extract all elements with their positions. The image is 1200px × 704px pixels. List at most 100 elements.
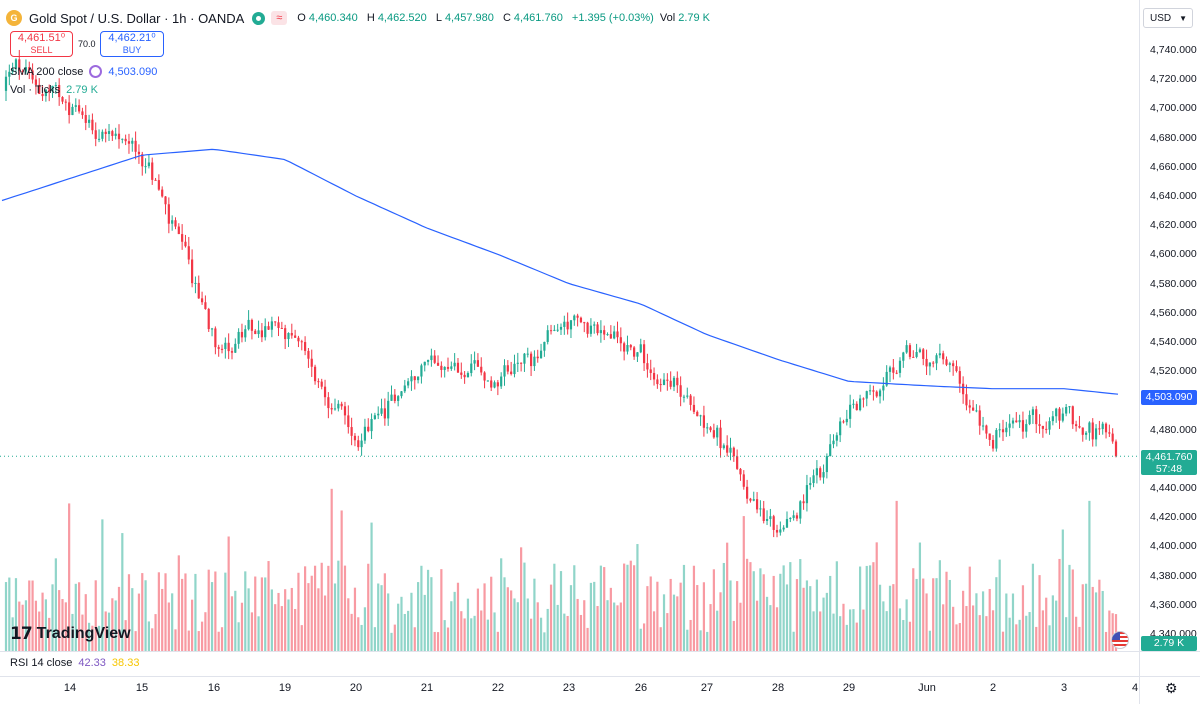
candle-body bbox=[127, 141, 131, 144]
volume-bar bbox=[134, 631, 137, 651]
candle-body bbox=[533, 356, 536, 367]
candle-body bbox=[51, 85, 54, 92]
volume-bar bbox=[187, 630, 190, 651]
volume-bar bbox=[304, 566, 307, 651]
volume-bar bbox=[742, 516, 745, 651]
candle-body bbox=[267, 326, 270, 330]
symbol-title[interactable]: Gold Spot / U.S. Dollar · 1h · OANDA bbox=[29, 10, 245, 26]
volume-bar bbox=[573, 565, 576, 651]
volume-bar bbox=[274, 604, 277, 651]
candle-body bbox=[998, 429, 1001, 431]
candle-body bbox=[659, 384, 662, 386]
candle-body bbox=[343, 406, 347, 416]
candle-body bbox=[1025, 424, 1028, 432]
us-flag-icon[interactable] bbox=[1111, 631, 1129, 649]
volume-bar bbox=[127, 574, 131, 651]
candle-body bbox=[480, 366, 483, 373]
sync-icon[interactable] bbox=[89, 65, 103, 78]
volume-bar bbox=[868, 565, 872, 651]
candle-body bbox=[952, 363, 955, 367]
volume-bar bbox=[872, 562, 875, 651]
sell-button[interactable]: 4,461.51⁰ SELL bbox=[10, 31, 73, 57]
volume-bar bbox=[599, 565, 602, 651]
candle-body bbox=[260, 330, 263, 338]
candle-body bbox=[576, 315, 579, 318]
open-value: 4,460.340 bbox=[308, 12, 358, 24]
candle-body bbox=[330, 408, 333, 410]
buy-button[interactable]: 4,462.21⁰ BUY bbox=[100, 31, 164, 57]
volume-bar bbox=[623, 563, 626, 651]
volume-bar bbox=[204, 612, 207, 651]
volume-bar bbox=[629, 560, 632, 651]
gear-icon[interactable]: ⚙ bbox=[1165, 680, 1178, 696]
candle-body bbox=[978, 410, 981, 426]
volume-bar bbox=[719, 592, 722, 651]
candle-body bbox=[971, 407, 975, 411]
candle-body bbox=[413, 376, 416, 381]
tradingview-logo[interactable]: 17 TradingView bbox=[10, 624, 131, 644]
candle-body bbox=[496, 382, 499, 387]
candle-body bbox=[104, 131, 107, 135]
volume-bar bbox=[1045, 597, 1048, 651]
sell-label: SELL bbox=[30, 45, 53, 55]
candle-body bbox=[629, 345, 632, 348]
candle-body bbox=[945, 359, 948, 365]
volume-bar bbox=[124, 620, 127, 651]
candle-body bbox=[1055, 408, 1058, 417]
candle-body bbox=[1021, 420, 1025, 432]
currency-selector[interactable]: USD ▼ bbox=[1143, 8, 1193, 28]
volume-bar bbox=[579, 614, 583, 651]
volume-bar bbox=[849, 609, 852, 651]
data-feed-icon[interactable]: ≈ bbox=[271, 11, 288, 25]
candle-body bbox=[1035, 409, 1038, 425]
volume-bar bbox=[862, 609, 865, 651]
volume-bar bbox=[1075, 616, 1078, 651]
candle-body bbox=[21, 70, 24, 72]
volume-bar bbox=[968, 566, 971, 651]
rsi-legend[interactable]: RSI 14 close 42.33 38.33 bbox=[10, 657, 139, 669]
volume-bar bbox=[1025, 615, 1028, 651]
volume-bar bbox=[549, 584, 553, 651]
sma-legend[interactable]: SMA 200 close 4,503.090 bbox=[10, 65, 157, 78]
candle-body bbox=[922, 349, 925, 359]
candle-body bbox=[613, 331, 616, 339]
ohlc-values: O 4,460.340 H 4,462.520 L 4,457.980 C 4,461.… bbox=[297, 12, 716, 24]
currency-label: USD bbox=[1150, 12, 1172, 24]
volume-bar bbox=[722, 562, 725, 651]
candle-body bbox=[812, 475, 815, 484]
candle-body bbox=[892, 367, 895, 373]
candle-body bbox=[194, 282, 197, 284]
price-tick-label: 4,620.000 bbox=[1150, 219, 1197, 232]
volume-bar bbox=[144, 580, 147, 651]
candle-body bbox=[407, 381, 410, 386]
candle-body bbox=[456, 362, 460, 373]
volume-bar bbox=[875, 542, 878, 651]
candle-body bbox=[436, 362, 440, 366]
volume-bar bbox=[898, 608, 902, 651]
volume-bar bbox=[656, 581, 659, 651]
candle-body bbox=[1088, 422, 1091, 433]
volume-bar bbox=[483, 583, 486, 651]
candle-body bbox=[719, 427, 722, 449]
candle-body bbox=[1081, 427, 1084, 435]
candle-body bbox=[300, 341, 303, 343]
volume-legend[interactable]: Vol · Ticks 2.79 K bbox=[10, 84, 98, 96]
volume-bar bbox=[679, 582, 682, 651]
candle-body bbox=[689, 395, 692, 405]
time-tick-label: 19 bbox=[278, 682, 292, 694]
candle-body bbox=[1098, 428, 1101, 430]
candle-body bbox=[915, 352, 918, 357]
volume-bar bbox=[785, 584, 789, 651]
volume-bar bbox=[1048, 625, 1051, 651]
candle-body bbox=[1048, 421, 1051, 430]
volume-bar bbox=[28, 580, 31, 651]
candle-body bbox=[962, 383, 965, 395]
candle-body bbox=[393, 394, 396, 401]
volume-bar bbox=[613, 602, 616, 651]
volume-value: 2.79 K bbox=[66, 84, 98, 96]
candle-body bbox=[755, 499, 759, 510]
volume-bar bbox=[842, 603, 845, 651]
time-tick-label: 20 bbox=[349, 682, 363, 694]
volume-bar bbox=[682, 564, 686, 651]
